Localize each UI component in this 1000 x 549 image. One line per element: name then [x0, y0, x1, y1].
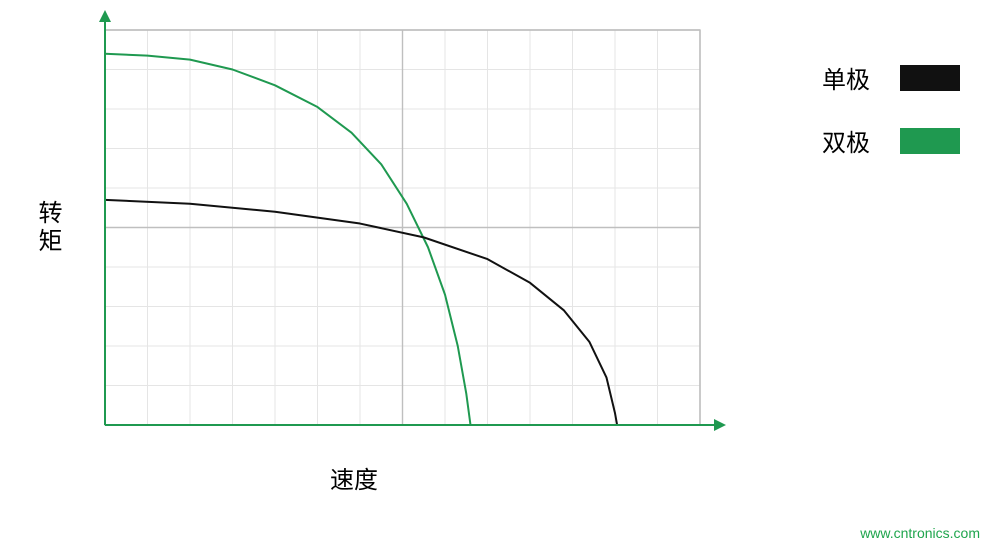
legend-label-unipolar: 单极 — [822, 60, 870, 95]
figure-container: 转矩 速度 单极 双极 www.cntronics.com — [0, 0, 1000, 549]
x-axis-label: 速度 — [330, 460, 378, 495]
y-axis-label: 转矩 — [30, 200, 65, 256]
legend-swatch-unipolar — [900, 65, 960, 91]
legend-label-bipolar: 双极 — [822, 123, 870, 158]
legend-item-unipolar: 单极 — [822, 60, 960, 95]
legend-swatch-bipolar — [900, 128, 960, 154]
watermark: www.cntronics.com — [860, 525, 980, 541]
torque-speed-chart — [0, 0, 730, 445]
legend-item-bipolar: 双极 — [822, 123, 960, 158]
legend: 单极 双极 — [822, 60, 960, 186]
